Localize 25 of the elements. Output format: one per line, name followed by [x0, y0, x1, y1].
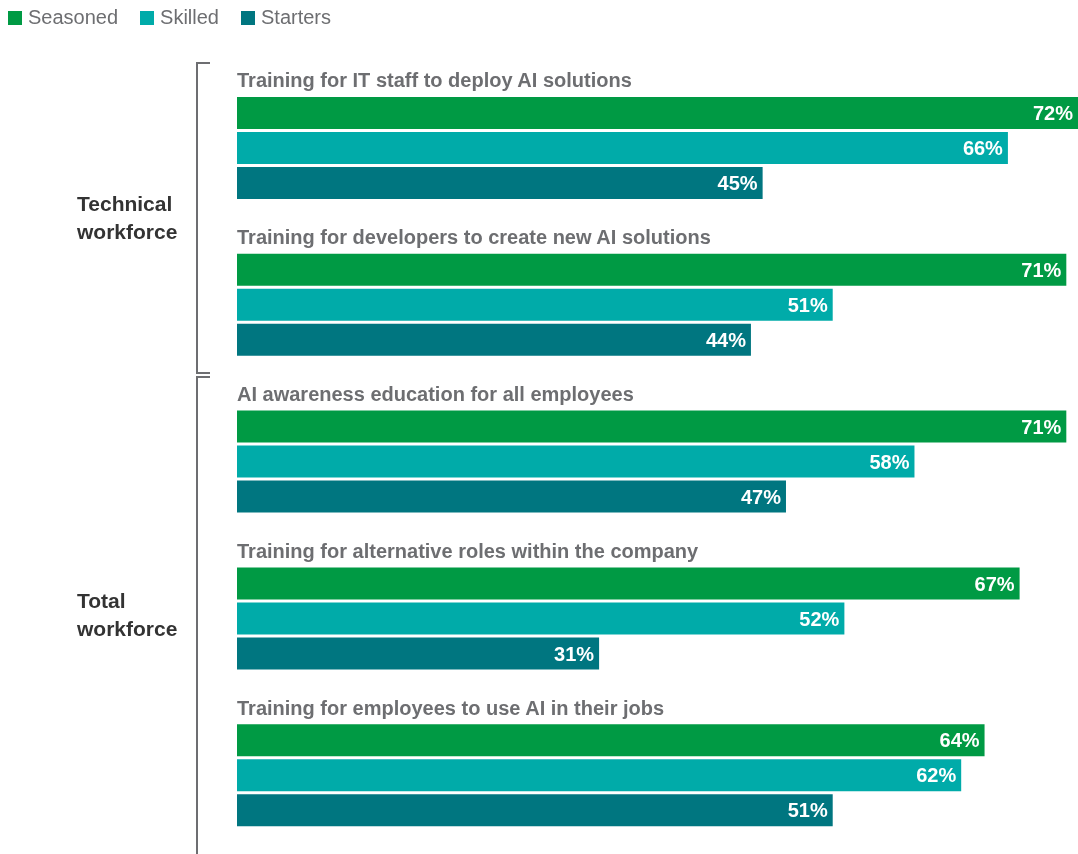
data-label: 31% — [554, 642, 595, 665]
y-tick-label: Training for developers to create new AI solutions — [237, 225, 711, 250]
data-label: 62% — [916, 764, 957, 787]
data-label: 44% — [705, 328, 747, 351]
data-label: 51% — [787, 293, 828, 316]
legend-label: Seasoned — [28, 6, 119, 29]
y-tick-label: Training for employees to use AI in their jobs — [237, 695, 665, 720]
text: Technical workforce — [77, 190, 179, 245]
data-label: 72% — [1032, 102, 1074, 125]
y-tick-label: Training for IT staff to deploy AI solutions — [237, 68, 632, 93]
legend-label: Skilled — [160, 6, 219, 29]
data-label: 66% — [962, 137, 1004, 160]
y-tick-label: AI awareness education for all employees — [237, 382, 634, 406]
data-label: 64% — [939, 729, 980, 752]
data-label: 45% — [717, 172, 758, 195]
data-label: 71% — [1021, 415, 1062, 438]
data-label: 51% — [787, 799, 828, 822]
text: Total workforce — [77, 587, 179, 642]
data-label: 71% — [1021, 258, 1062, 281]
data-label: 52% — [799, 607, 840, 630]
y-tick-label: Training for alternative roles within the company — [237, 538, 699, 563]
data-label: 58% — [869, 450, 910, 473]
data-label: 67% — [974, 572, 1015, 595]
data-label: 47% — [740, 485, 782, 508]
legend-label: Starters — [261, 6, 332, 29]
